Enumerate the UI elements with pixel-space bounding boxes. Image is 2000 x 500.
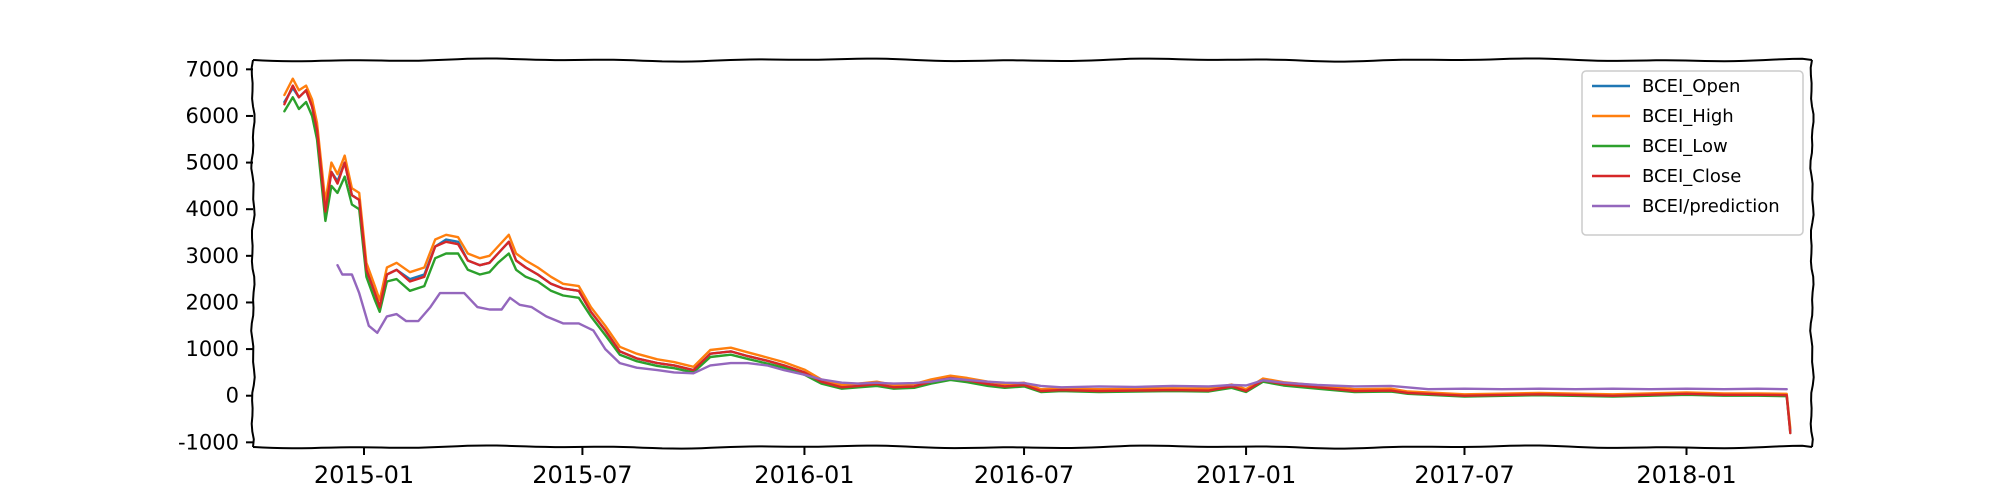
y-tick-label: -1000 — [178, 430, 239, 454]
y-tick-label: 6000 — [186, 104, 239, 128]
x-tick-label: 2015-07 — [532, 461, 632, 489]
legend-label-bcei-prediction: BCEI/prediction — [1642, 196, 1780, 217]
y-axis: 7000 6000 5000 4000 3000 2000 1000 0 -1000 — [178, 57, 253, 454]
y-tick-label: 3000 — [186, 244, 239, 268]
legend: BCEI_Open BCEI_High BCEI_Low BCEI_Close BCEI… — [1581, 70, 1804, 236]
y-tick-label: 2000 — [186, 290, 239, 314]
x-tick-label: 2018-01 — [1636, 461, 1736, 489]
x-tick-label: 2016-01 — [754, 461, 854, 489]
x-axis: 2015-01 2015-07 2016-01 2016-07 2017-01 2017-… — [314, 447, 1737, 489]
x-tick-label: 2017-01 — [1196, 461, 1296, 489]
series-line-bcei-high — [283, 77, 1792, 430]
y-tick-label: 0 — [226, 384, 239, 408]
y-tick-label: 1000 — [186, 337, 239, 361]
plot-frame — [250, 57, 1815, 450]
x-tick-label: 2016-07 — [974, 461, 1074, 489]
y-tick-label: 5000 — [186, 151, 239, 175]
legend-box — [1581, 70, 1804, 236]
series-layer — [283, 77, 1792, 435]
x-tick-label: 2017-07 — [1414, 461, 1514, 489]
y-tick-label: 4000 — [186, 197, 239, 221]
legend-label-bcei-open: BCEI_Open — [1642, 76, 1740, 97]
y-tick-label: 7000 — [186, 57, 239, 81]
frame-right — [1809, 59, 1815, 448]
x-tick-label: 2015-01 — [314, 461, 414, 489]
legend-label-bcei-high: BCEI_High — [1642, 106, 1734, 127]
frame-bottom — [252, 444, 1813, 450]
frame-left — [250, 59, 256, 448]
series-line-bcei-prediction — [336, 264, 1788, 391]
frame-top — [252, 57, 1813, 63]
series-line-bcei-low — [283, 96, 1792, 435]
legend-label-bcei-close: BCEI_Close — [1642, 166, 1741, 187]
legend-label-bcei-low: BCEI_Low — [1642, 136, 1728, 157]
